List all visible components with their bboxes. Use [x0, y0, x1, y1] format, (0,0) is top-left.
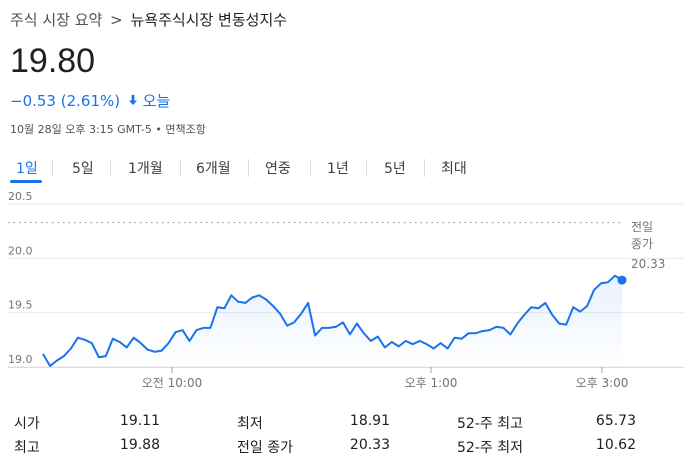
- price-line: [42, 274, 623, 367]
- y-tick-label: 19.5: [8, 299, 33, 312]
- tab-5y[interactable]: 5년: [384, 161, 406, 177]
- x-tick-label: 오후 1:00: [405, 376, 458, 390]
- stat-open-label: 시가: [14, 416, 40, 432]
- stat-high-value: 19.88: [119, 437, 160, 453]
- tab-1m[interactable]: 1개월: [128, 161, 163, 177]
- stat-low-label: 최저: [237, 416, 263, 432]
- previous-close-label-line1: 전일: [631, 220, 653, 234]
- current-price: 19.80: [10, 42, 96, 80]
- tab-divider: [180, 159, 181, 177]
- breadcrumb-current: 뉴욕주식시장 변동성지수: [130, 11, 288, 29]
- stat-prev-close-value: 20.33: [349, 437, 390, 453]
- tab-divider: [110, 159, 111, 177]
- tab-divider: [366, 159, 367, 177]
- tab-ytd[interactable]: 연중: [265, 161, 291, 177]
- arrow-down-icon: [128, 92, 138, 110]
- change-period: 오늘: [142, 92, 171, 110]
- x-axis: 오전 10:00 오후 1:00 오후 3:00: [8, 367, 684, 390]
- quote-meta[interactable]: 10월 28일 오후 3:15 GMT-5 • 면책조항: [10, 123, 206, 136]
- tab-divider: [310, 159, 311, 177]
- y-tick-label: 20.5: [8, 190, 33, 203]
- stat-52w-high-value: 65.73: [595, 413, 636, 429]
- tab-max[interactable]: 최대: [441, 161, 467, 177]
- y-tick-label: 20.0: [8, 244, 33, 257]
- price-chart-svg[interactable]: 20.520.019.519.0 오전 10:00 오후 1:00 오후 3:00 …: [0, 188, 692, 400]
- stat-52w-low-label: 52-주 최저: [457, 440, 523, 456]
- y-tick-label: 19.0: [8, 353, 33, 366]
- stat-52w-high-label: 52-주 최고: [457, 416, 523, 432]
- stats-table: 시가 19.11 최고 19.88 최저 18.91 전일 종가 20.33 5…: [0, 404, 692, 464]
- previous-close-label-value: 20.33: [631, 257, 665, 271]
- stat-high-label: 최고: [14, 440, 40, 456]
- breadcrumb: 주식 시장 요약 > 뉴욕주식시장 변동성지수: [10, 9, 287, 30]
- price-chart[interactable]: 20.5 20.0 19.5 19.0 오전 10:00 오후 1:00 오후 3:00 …: [0, 188, 692, 400]
- tab-6m[interactable]: 6개월: [196, 161, 231, 177]
- tab-divider: [424, 159, 425, 177]
- last-price-dot: [617, 275, 627, 285]
- stat-prev-close-label: 전일 종가: [237, 440, 293, 456]
- tab-divider: [248, 159, 249, 177]
- x-tick-label: 오후 3:00: [576, 376, 629, 390]
- x-tick-label: 오전 10:00: [142, 376, 202, 390]
- price-change-value: −0.53 (2.61%): [10, 92, 121, 110]
- tab-1d[interactable]: 1일: [16, 161, 38, 177]
- previous-close-label-line2: 종가: [631, 237, 653, 251]
- stat-low-value: 18.91: [349, 413, 390, 429]
- range-tabs: 1일 5일 1개월 6개월 연중 1년 5년 최대: [0, 152, 692, 184]
- price-area: [43, 275, 622, 367]
- price-change: −0.53 (2.61%) 오늘: [10, 90, 170, 111]
- stat-52w-low-value: 10.62: [595, 437, 636, 453]
- stat-open-value: 19.11: [119, 413, 160, 429]
- breadcrumb-separator: >: [110, 11, 123, 29]
- tab-5d[interactable]: 5일: [72, 161, 94, 177]
- active-tab-indicator: [10, 180, 42, 183]
- tab-divider: [52, 159, 53, 177]
- y-axis-labels: 20.5 20.0 19.5 19.0: [8, 190, 33, 366]
- breadcrumb-parent-link[interactable]: 주식 시장 요약: [10, 11, 103, 29]
- tab-1y[interactable]: 1년: [327, 161, 349, 177]
